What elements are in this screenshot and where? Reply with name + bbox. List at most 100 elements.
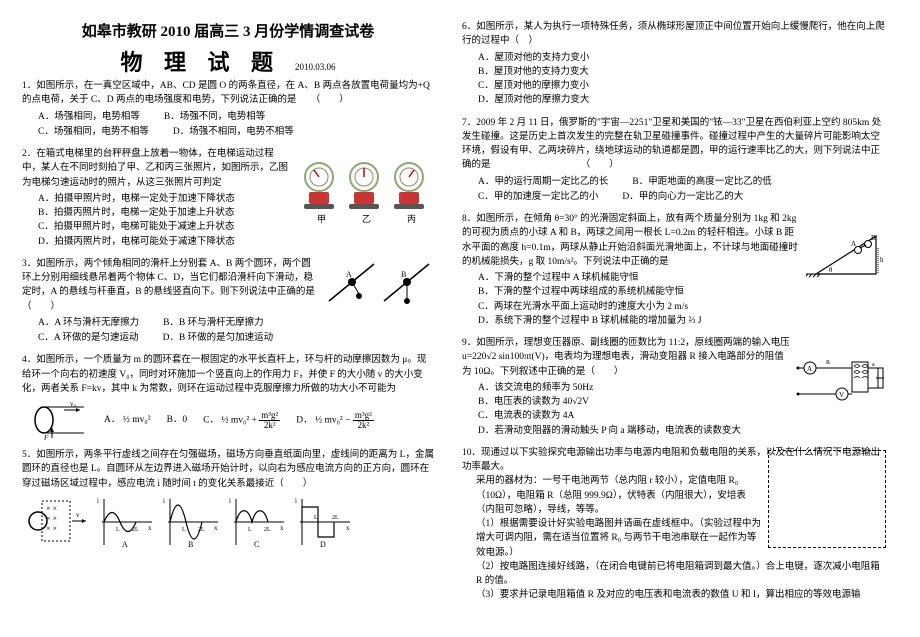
q9-text: 如图所示，理想变压器原、副线圈的匝数比为 11:2，原线圈两端的输入电压 u=2…	[462, 338, 790, 377]
q6-d: D．屋顶对他的摩擦力变大	[478, 93, 886, 107]
svg-text:x: x	[148, 524, 152, 532]
q2-d: D．拍摄丙照片时，电梯可能处于减速下降状态	[38, 235, 289, 249]
q8-text: 如图所示，在倾角 θ=30° 的光滑固定斜面上，放有两个质量分别为 1kg 和 …	[462, 214, 798, 267]
q10-num: 10．	[462, 448, 481, 458]
svg-text:A: A	[122, 540, 128, 549]
svg-text:L: L	[182, 527, 186, 533]
q6-num: 6．	[462, 22, 476, 32]
graph-b: ix L2L B	[160, 495, 222, 550]
q8-num: 8．	[462, 214, 476, 224]
q6-text: 如图所示，某人为执行一项特殊任务，须从椭球形屋顶正中间位置开始向上缓慢爬行，他在…	[462, 22, 885, 46]
question-4: 4．如图所示，一个质量为 m 的圆环套在一根固定的水平长直杆上，环与杆的动摩擦因…	[22, 353, 434, 440]
svg-text:v: v	[76, 511, 80, 519]
q7-b: B．甲距地面的高度一定比乙的低	[632, 175, 771, 189]
svg-text:v₀: v₀	[70, 400, 77, 408]
right-column: 6．如图所示，某人为执行一项特殊任务，须从椭球形屋顶正中间位置开始向上缓慢爬行，…	[452, 0, 904, 637]
svg-text:A: A	[807, 365, 812, 373]
q1-choices: A．场强相同，电势相等 B．场强不同，电势相等 C．场强相同，电势不相等 D．场…	[22, 110, 434, 140]
exam-date: 2010.03.06	[295, 62, 336, 72]
q6-a: A．屋顶对他的支持力变小	[478, 51, 886, 65]
pendulum-figure: A B	[324, 259, 434, 314]
label-jia: 甲	[317, 214, 326, 224]
q7-num: 7．	[462, 118, 476, 128]
q3-d: D．B 环做的是匀加速运动	[163, 331, 274, 345]
svg-text:2L: 2L	[132, 527, 139, 533]
exam-header: 如皋市教研 2010 届高三 3 月份学情调查试卷	[22, 20, 434, 41]
field-ring-figure: × × × × × × v	[28, 495, 90, 550]
question-10: 10．现通过以下实验探究电源输出功率与电源内电阻和负载电阻的关系，以及在什么情况…	[462, 446, 886, 603]
svg-text:L: L	[248, 527, 252, 533]
q2-num: 2．	[22, 149, 36, 159]
q5-num: 5．	[22, 450, 36, 460]
q7-choices: A．甲的运行周期一定比乙的长 B．甲距地面的高度一定比乙的低 C．甲的加速度一定…	[462, 175, 886, 205]
q7-a: A．甲的运行周期一定比乙的长	[478, 175, 608, 189]
q4-num: 4．	[22, 355, 36, 365]
q10-step3: （3）要求并记录电阻箱值 R 及对应的电压表和电流表的数值 U 和 I，算出相应…	[462, 588, 886, 602]
q4-a: A． ½ mv₀²	[104, 413, 151, 427]
incline-figure: A B h θ	[806, 226, 886, 281]
q3-b: B．B 环与滑杆无摩擦力	[163, 316, 264, 330]
q2-text: 在箱式电梯里的台秤秤盘上放着一物体，在电梯运动过程中，某人在不同时刻拍了甲、乙和…	[22, 149, 288, 188]
svg-text:B: B	[401, 270, 406, 279]
q2-a: A．拍摄甲照片时，电梯一定处于加速下降状态	[38, 192, 289, 206]
q3-c: C．A 环做的是匀速运动	[38, 331, 139, 345]
svg-text:A: A	[851, 240, 856, 248]
scales-figure: 甲 乙 丙	[294, 157, 434, 227]
question-6: 6．如图所示，某人为执行一项特殊任务，须从椭球形屋顶正中间位置开始向上缓慢爬行，…	[462, 20, 886, 108]
svg-text:i: i	[295, 497, 297, 505]
subject-row: 物 理 试 题 2010.03.06	[22, 45, 434, 79]
q1-b: B．场强不同，电势相等	[164, 110, 265, 124]
q1-d: D．场强不相同，电势不相等	[173, 125, 294, 139]
q10-step2: （2）按电路图连接好线路，（在闭合电键前已将电阻箱调到最大值。）合上电键，逐次减…	[462, 560, 886, 589]
q9-d: D．若滑动变阻器的滑动触头 P 向 a 端移动，电流表的读数变大	[478, 424, 886, 438]
question-2: 2．在箱式电梯里的台秤秤盘上放着一物体，在电梯运动过程中，某人在不同时刻拍了甲、…	[22, 147, 434, 249]
question-5: 5．如图所示，两条平行虚线之间存在匀强磁场，磁场方向垂直纸面向里，虚线间的距离为…	[22, 448, 434, 550]
label-bing: 丙	[407, 214, 416, 224]
svg-text:C: C	[254, 540, 259, 549]
q1-a: A．场强相同，电势相等	[38, 110, 140, 124]
q4-d: D． ½ mv₀² − m³g²2k²	[296, 411, 374, 430]
q8-d: D．系统下滑的整个过程中 B 球机械能的增加量为 ⅔ J	[478, 314, 886, 328]
q4-text: 如图所示，一个质量为 m 的圆环套在一根固定的水平长直杆上，环与杆的动摩擦因数为…	[22, 355, 426, 394]
q7-text: 2009 年 2 月 11 日，俄罗斯的"宇宙—2251"卫星和美国的"铱—33…	[462, 118, 881, 171]
graph-d: ix L2L D	[292, 495, 354, 550]
svg-text:L: L	[314, 515, 318, 521]
svg-text:B: B	[188, 540, 193, 549]
circuit-draw-box	[768, 450, 886, 548]
q7-c: C．甲的加速度一定比乙的小	[478, 190, 598, 204]
q3-a: A．A 环与滑杆无摩擦力	[38, 316, 139, 330]
svg-text:D: D	[320, 540, 326, 549]
q2-b: B．拍摄丙照片时，电梯一定处于加速上升状态	[38, 206, 289, 220]
svg-text:a: a	[872, 362, 875, 368]
label-yi: 乙	[362, 214, 371, 224]
svg-text:× ×: × ×	[46, 504, 57, 513]
q2-c: C．拍摄甲照片时，电梯可能处于减速上升状态	[38, 220, 289, 234]
svg-text:i: i	[229, 497, 231, 505]
svg-text:L: L	[116, 527, 120, 533]
question-7: 7．2009 年 2 月 11 日，俄罗斯的"宇宙—2251"卫星和美国的"铱—…	[462, 116, 886, 205]
q1-num: 1．	[22, 81, 36, 91]
svg-text:x: x	[214, 524, 218, 532]
svg-text:h: h	[880, 256, 884, 264]
svg-text:× ×: × ×	[46, 524, 57, 533]
q6-choices: A．屋顶对他的支持力变小 B．屋顶对他的支持力变大 C．屋顶对他的摩擦力变小 D…	[462, 51, 886, 108]
svg-text:A: A	[346, 270, 352, 279]
q3-text: 如图所示，两个倾角相同的滑杆上分别套 A、B 两个圆环，两个圆环上分别用细线悬吊…	[22, 259, 324, 312]
question-1: 1．如图所示，在一真空区域中，AB、CD 是圆 O 的两条直径，在 A、B 两点…	[22, 79, 434, 139]
graph-a: ix L2L A	[94, 495, 156, 550]
q6-b: B．屋顶对他的支持力变大	[478, 65, 886, 79]
q1-c: C．场强相同，电势不相等	[38, 125, 149, 139]
svg-text:x: x	[280, 524, 284, 532]
svg-text:2L: 2L	[264, 527, 271, 533]
left-column: 如皋市教研 2010 届高三 3 月份学情调查试卷 物 理 试 题 2010.0…	[0, 0, 452, 637]
svg-text:F: F	[43, 434, 49, 440]
transformer-figure: A V a R	[796, 354, 886, 409]
svg-text:x: x	[346, 524, 350, 532]
graph-c: i x L 2L C	[226, 495, 288, 550]
q1-text: 如图所示，在一真空区域中，AB、CD 是圆 O 的两条直径，在 A、B 两点各放…	[22, 81, 430, 105]
q8-b: B．下滑的整个过程中两球组成的系统机械能守恒	[478, 285, 886, 299]
subject-title: 物 理 试 题	[120, 45, 281, 77]
question-3: 3．如图所示，两个倾角相同的滑杆上分别套 A、B 两个圆环，两个圆环上分别用细线…	[22, 257, 434, 346]
q6-c: C．屋顶对他的摩擦力变小	[478, 79, 886, 93]
q7-d: D．甲的向心力一定比乙的大	[622, 190, 743, 204]
